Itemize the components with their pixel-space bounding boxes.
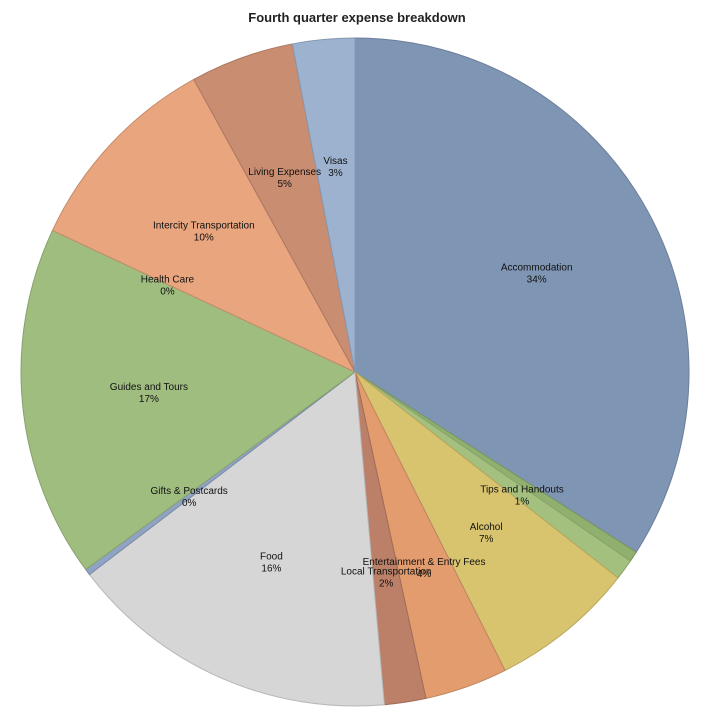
percent-accommodation: 34% (527, 275, 547, 286)
percent-alcohol: 7% (479, 534, 494, 545)
percent-intercity-transportation: 10% (194, 232, 214, 243)
label-health-care: Health Care (141, 274, 195, 285)
slice-guides-and-tours (20, 229, 356, 571)
percent-entertainment-entry-fees: 4% (417, 569, 432, 580)
percent-living-expenses: 5% (277, 179, 292, 190)
label-local-transportation: Local Transportation (341, 567, 432, 578)
percent-food: 16% (261, 563, 281, 574)
slice-intercity-transportation (51, 78, 357, 374)
percent-gifts-postcards: 0% (182, 498, 197, 509)
label-tips-and-handouts: Tips and Handouts (480, 484, 564, 495)
label-visas: Visas (323, 156, 347, 167)
slice-food (88, 371, 385, 707)
percent-health-care: 0% (160, 286, 175, 297)
label-living-expenses: Living Expenses (248, 167, 321, 178)
label-guides-and-tours: Guides and Tours (110, 382, 188, 393)
percent-guides-and-tours: 17% (139, 394, 159, 405)
slice-visas (291, 37, 356, 373)
chart-title: Fourth quarter expense breakdown (248, 10, 466, 25)
slice-alcohol (354, 371, 619, 672)
percent-visas: 3% (328, 168, 343, 179)
label-intercity-transportation: Intercity Transportation (153, 220, 255, 231)
percent-tips-and-handouts: 1% (515, 496, 530, 507)
label-alcohol: Alcohol (470, 522, 503, 533)
label-food: Food (260, 551, 283, 562)
label-gifts-postcards: Gifts & Postcards (151, 486, 228, 497)
slice-accommodation (354, 37, 690, 553)
percent-local-transportation: 2% (379, 579, 394, 590)
label-accommodation: Accommodation (501, 263, 573, 274)
pie-slices (20, 37, 690, 707)
label-entertainment-entry-fees: Entertainment & Entry Fees (363, 557, 486, 568)
